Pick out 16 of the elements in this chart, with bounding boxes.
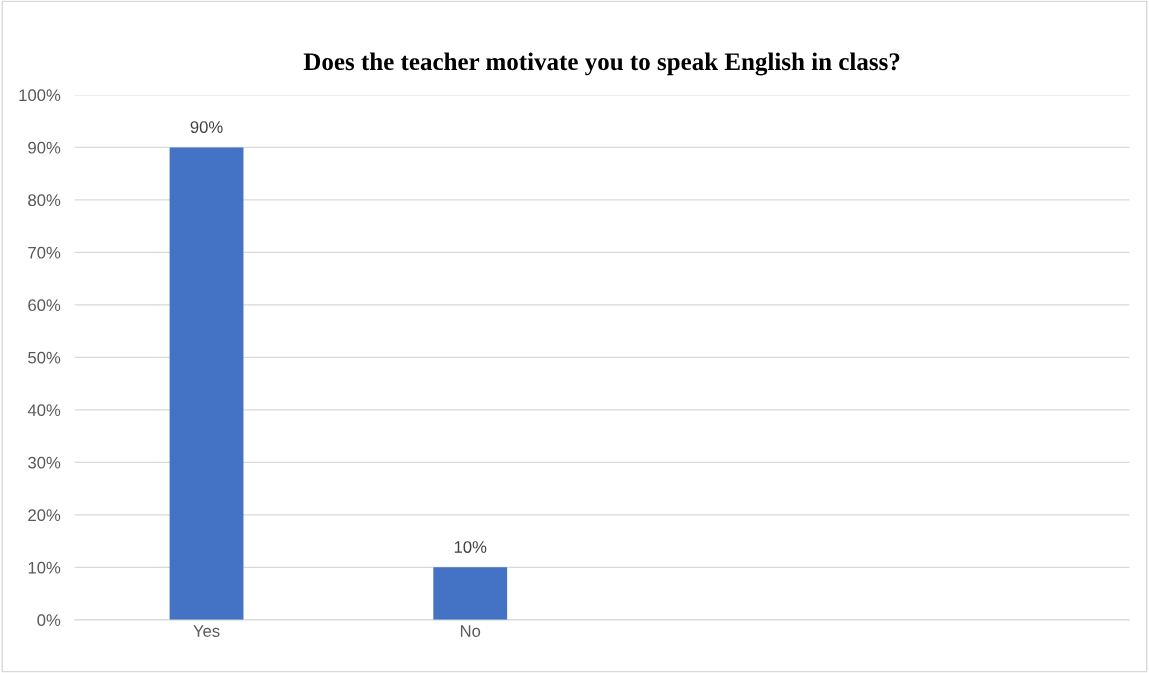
y-tick-label: 0%	[37, 614, 61, 627]
chart-title: Does the teacher motivate you to speak English in class?	[303, 52, 900, 76]
y-tick-label: 70%	[28, 246, 61, 259]
y-tick-label: 30%	[28, 456, 61, 469]
y-tick-label: 80%	[28, 194, 61, 207]
x-tick-label: No	[460, 625, 481, 637]
y-tick-label: 50%	[28, 351, 61, 364]
y-tick-label: 10%	[28, 561, 61, 574]
y-tick-label: 20%	[28, 509, 61, 522]
y-tick-label: 40%	[27, 404, 61, 417]
data-label: 10%	[454, 541, 487, 553]
data-label: 90%	[190, 121, 223, 133]
y-tick-label: 100%	[19, 89, 61, 102]
y-tick-label: 60%	[28, 299, 61, 312]
y-tick-label: 90%	[28, 141, 61, 154]
x-tick-label: Yes	[193, 625, 220, 637]
